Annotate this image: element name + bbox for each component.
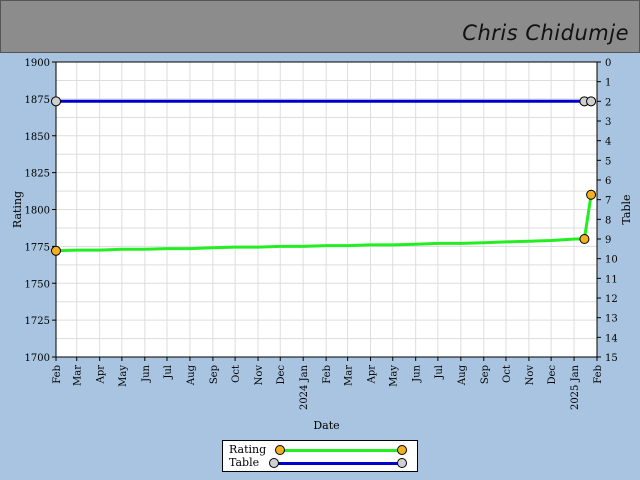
x-tick-label: Mar (73, 365, 84, 386)
y2-tick-label: 3 (605, 117, 611, 128)
y2-tick-label: 11 (605, 274, 618, 285)
y-tick-label: 1750 (25, 279, 50, 290)
legend-marker-rating (397, 445, 407, 455)
y-tick-label: 1775 (25, 242, 50, 253)
series-point-rating (51, 245, 61, 256)
y-axis-label: Rating (11, 191, 24, 228)
y-tick-label: 1825 (25, 169, 50, 180)
x-tick-label: Jun (141, 364, 152, 382)
y-tick-label: 1700 (25, 353, 50, 364)
y-tick-label: 1725 (25, 316, 50, 327)
x-tick-label: May (118, 365, 129, 387)
series-point-rating (579, 234, 590, 244)
y-tick-label: 1800 (25, 206, 50, 217)
y2-tick-label: 10 (605, 255, 618, 266)
x-tick-label: Aug (457, 364, 468, 386)
x-tick-label: Sep (209, 365, 220, 384)
legend-label-table: Table (229, 456, 260, 469)
legend-label-rating: Rating (229, 443, 267, 456)
x-tick-label: Jul (434, 365, 445, 380)
player-name: Chris Chidumje (462, 21, 629, 45)
y-tick-label: 1900 (25, 58, 50, 69)
y2-tick-label: 7 (605, 196, 611, 207)
x-tick-label: Nov (525, 365, 536, 386)
series-line-rating (55, 194, 593, 253)
legend-marker-rating (275, 445, 285, 455)
legend-item-table: Table (229, 456, 259, 470)
x-tick-label: Nov (254, 365, 265, 386)
y2-tick-label: 14 (605, 333, 618, 344)
x-tick-label: Oct (502, 365, 513, 383)
y2-tick-label: 2 (605, 97, 611, 108)
legend-line-rating (279, 449, 403, 452)
legend-line-table (273, 462, 403, 465)
x-tick-label: Oct (231, 365, 242, 383)
y2-axis-label: Table (620, 194, 633, 224)
y2-tick-label: 6 (605, 176, 611, 187)
x-tick-label: Feb (52, 365, 63, 384)
y-tick-label: 1850 (25, 132, 50, 143)
y2-tick-label: 0 (605, 58, 611, 69)
series-point-table (586, 96, 597, 107)
y2-tick-label: 5 (605, 156, 611, 167)
x-tick-label: Dec (276, 365, 287, 385)
y2-tick-label: 15 (605, 353, 618, 364)
series-point-table (51, 96, 61, 107)
x-tick-label: Aug (186, 364, 197, 386)
x-tick-label: Dec (547, 365, 558, 385)
y2-tick-label: 4 (605, 137, 611, 148)
legend-item-rating: Rating (229, 443, 266, 457)
x-tick-label: Jun (412, 364, 423, 382)
y2-tick-label: 13 (605, 314, 618, 325)
series-point-rating (586, 189, 597, 200)
x-tick-label: Sep (480, 365, 491, 384)
x-tick-label: Mar (344, 365, 355, 386)
header-bar: Chris Chidumje (0, 0, 640, 53)
legend-marker-table (397, 458, 407, 468)
x-tick-label: May (389, 365, 400, 387)
x-tick-label: Feb (593, 365, 604, 384)
chart-legend: Rating Table (222, 440, 418, 472)
x-tick-label: 2025 Jan (570, 364, 581, 410)
x-axis-label: Date (313, 419, 339, 432)
legend-marker-table (269, 458, 279, 468)
y-tick-label: 1875 (25, 95, 50, 106)
x-tick-label: Apr (96, 365, 107, 385)
x-tick-label: 2024 Jan (299, 364, 310, 410)
y2-tick-label: 1 (605, 78, 611, 89)
y2-tick-label: 8 (605, 215, 611, 226)
x-tick-label: Feb (322, 365, 333, 384)
y2-tick-label: 9 (605, 235, 611, 246)
y2-tick-label: 12 (605, 294, 618, 305)
x-tick-label: Jul (163, 365, 174, 380)
x-tick-label: Apr (367, 365, 378, 385)
